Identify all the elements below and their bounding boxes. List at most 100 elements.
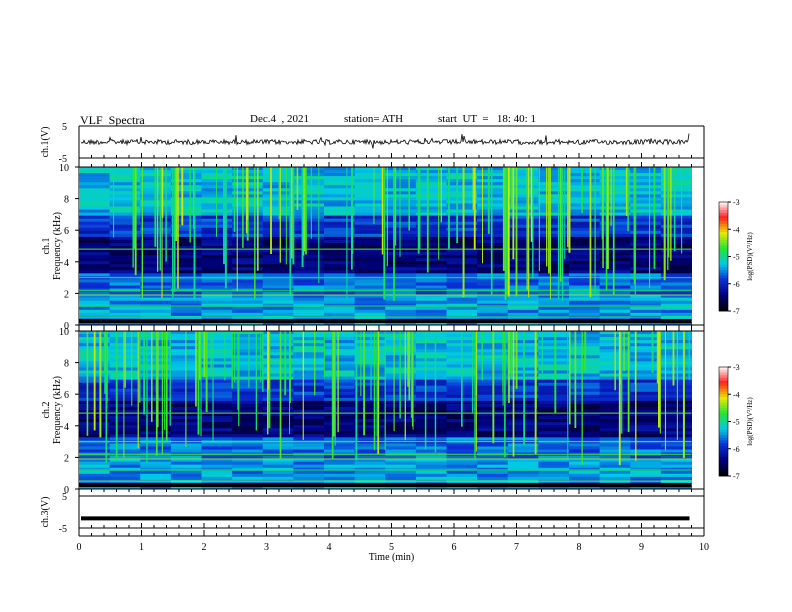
y-tick-label: 2 bbox=[64, 289, 69, 300]
spectrogram-cell bbox=[446, 173, 478, 177]
spectrogram-cell bbox=[385, 173, 417, 177]
spectrogram-cell bbox=[293, 188, 325, 192]
spectrogram-cell bbox=[201, 270, 233, 274]
spectrogram-cell bbox=[477, 458, 509, 463]
spectrogram-cell bbox=[477, 242, 509, 247]
spectrogram-cell bbox=[79, 230, 111, 235]
spectrogram-cell bbox=[201, 267, 233, 271]
spectrogram-cell bbox=[660, 470, 692, 475]
spectrogram-cell bbox=[569, 206, 601, 211]
spectrogram-cell bbox=[354, 312, 386, 317]
spectrogram-cell bbox=[630, 382, 662, 387]
spectrogram-cell bbox=[415, 258, 447, 262]
spectrogram-cell bbox=[354, 343, 386, 347]
spectrogram-cell bbox=[324, 206, 356, 211]
spectrogram-cell bbox=[79, 276, 111, 280]
spectrogram-cell bbox=[415, 173, 447, 177]
spectrogram-cell bbox=[507, 212, 539, 217]
spectrogram-cell bbox=[630, 379, 662, 384]
spectrogram-cell bbox=[232, 282, 264, 286]
colorbar-tick-label: -6 bbox=[733, 280, 740, 289]
spectrogram-cell bbox=[262, 352, 294, 356]
spectrogram-cell bbox=[630, 203, 662, 207]
spectrogram-cell bbox=[630, 215, 662, 220]
spectrogram-cell bbox=[170, 321, 202, 326]
spectrogram-cell bbox=[293, 242, 325, 247]
spectrogram-cell bbox=[599, 233, 631, 238]
spectrogram-cell bbox=[201, 443, 233, 447]
spectrogram-cell bbox=[79, 261, 111, 265]
spectrogram-cell bbox=[660, 440, 692, 444]
spectrogram-cell bbox=[385, 242, 417, 247]
spectrogram-cell bbox=[599, 261, 631, 265]
spectrogram-cell bbox=[538, 249, 570, 253]
spectrogram-cell bbox=[538, 279, 570, 283]
spectrogram-cell bbox=[140, 282, 172, 286]
spectrogram-cell bbox=[385, 206, 417, 211]
spectrogram-cell bbox=[415, 331, 447, 335]
spectrogram-cell bbox=[538, 367, 570, 371]
spectrogram-cell bbox=[324, 209, 356, 214]
spectrogram-cell bbox=[569, 464, 601, 469]
spectrogram-cell bbox=[415, 443, 447, 447]
spectrogram-cell bbox=[599, 212, 631, 217]
spectrogram-cell bbox=[569, 312, 601, 317]
spectrogram-cell bbox=[109, 170, 141, 174]
spectrogram-cell bbox=[293, 373, 325, 378]
spectrogram-cell bbox=[293, 406, 325, 411]
spectrogram-cell bbox=[201, 337, 233, 341]
spectrogram-cell bbox=[660, 461, 692, 466]
spectrogram-cell bbox=[170, 449, 202, 454]
spectrogram-cell bbox=[354, 467, 386, 472]
spectrogram-cell bbox=[354, 258, 386, 262]
spectrogram-cell bbox=[660, 416, 692, 420]
spectrogram-cell bbox=[660, 170, 692, 174]
spectrogram-cell bbox=[446, 167, 478, 171]
spectrogram-cell bbox=[324, 291, 356, 296]
spectrogram-cell bbox=[201, 370, 233, 375]
spectrogram-cell bbox=[79, 209, 111, 214]
spectrogram-cell bbox=[477, 270, 509, 274]
y-tick-label: 0 bbox=[64, 485, 69, 496]
spectrogram-cell bbox=[538, 246, 570, 250]
spectrogram-cell bbox=[385, 249, 417, 253]
spectrogram-cell bbox=[293, 337, 325, 341]
spectrogram-cell bbox=[630, 437, 662, 441]
spectrogram-cell bbox=[170, 236, 202, 241]
spectrogram-cell bbox=[262, 410, 294, 414]
colorbar-segment bbox=[719, 305, 728, 309]
spectrogram-cell bbox=[446, 458, 478, 463]
spectrogram-cell bbox=[538, 461, 570, 466]
spectrogram-cell bbox=[293, 376, 325, 381]
spectrogram-cell bbox=[293, 422, 325, 426]
spectrogram-cell bbox=[477, 258, 509, 262]
spectrogram-cell bbox=[569, 209, 601, 214]
spectrogram-cell bbox=[354, 364, 386, 368]
colorbar-tick-label: -7 bbox=[733, 307, 740, 316]
spectrogram-cell bbox=[630, 306, 662, 311]
spectrogram-cell bbox=[354, 167, 386, 171]
spectrogram-cell bbox=[79, 267, 111, 271]
spectrogram-cell bbox=[538, 479, 570, 484]
spectrogram-cell bbox=[507, 264, 539, 268]
spectrogram-cell bbox=[262, 206, 294, 211]
spectrogram-cell bbox=[569, 188, 601, 192]
spectrogram-cell bbox=[293, 215, 325, 220]
spectrogram-cell bbox=[630, 230, 662, 235]
spectrogram-cell bbox=[324, 379, 356, 384]
spectrogram-cell bbox=[324, 461, 356, 466]
spectrogram-cell bbox=[293, 227, 325, 232]
spectrogram-cell bbox=[507, 194, 539, 198]
spectrogram-cell bbox=[415, 236, 447, 241]
spectrogram-cell bbox=[446, 294, 478, 299]
spectrogram-cell bbox=[538, 173, 570, 177]
spectrogram-cell bbox=[630, 470, 662, 475]
spectrogram-cell bbox=[232, 470, 264, 475]
spectrogram-cell bbox=[262, 315, 294, 320]
colorbar-segment bbox=[719, 286, 728, 290]
spectrogram-cell bbox=[354, 394, 386, 399]
spectrogram-cell bbox=[477, 315, 509, 320]
spectrogram-cell bbox=[507, 200, 539, 204]
colorbar-segment bbox=[719, 462, 728, 466]
